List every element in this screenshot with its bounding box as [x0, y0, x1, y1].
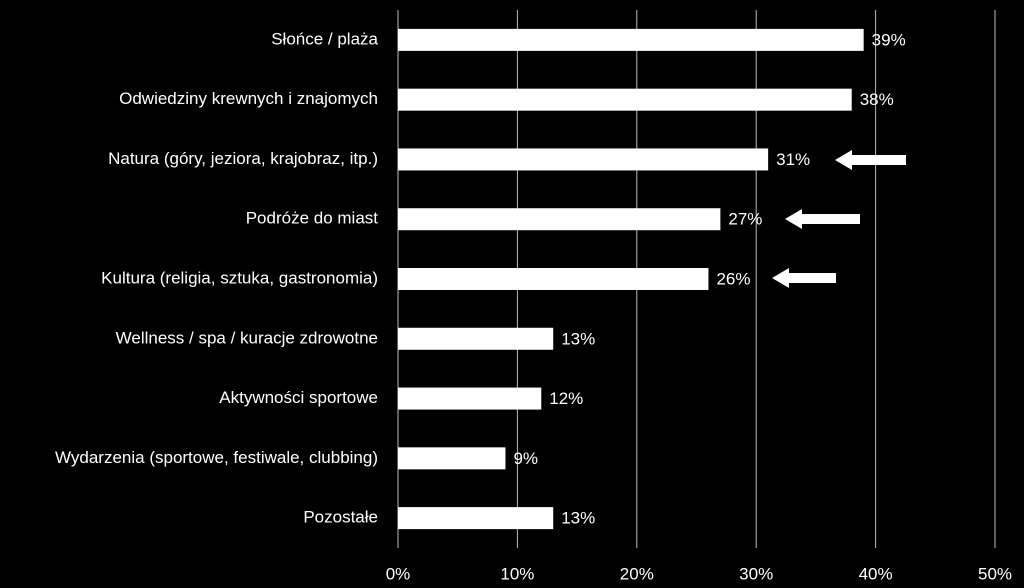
x-tick-label: 40%: [859, 564, 893, 583]
arrow: [835, 150, 906, 170]
y-tick-label: Słońce / plaża: [271, 29, 378, 48]
y-tick-label: Podróże do miast: [246, 209, 379, 228]
bar: [398, 28, 864, 51]
bar: [398, 447, 506, 470]
value-label: 26%: [716, 269, 750, 288]
value-label: 39%: [872, 30, 906, 49]
y-tick-label: Pozostałe: [303, 508, 378, 527]
x-tick-label: 0%: [386, 564, 411, 583]
x-tick-label: 10%: [500, 564, 534, 583]
value-label: 27%: [728, 210, 762, 229]
bar: [398, 327, 554, 350]
y-tick-label: Aktywności sportowe: [219, 388, 378, 407]
value-label: 13%: [561, 509, 595, 528]
value-label: 31%: [776, 150, 810, 169]
bar: [398, 268, 709, 290]
bar: [398, 88, 852, 111]
x-tick-label: 20%: [620, 564, 654, 583]
bar: [398, 148, 769, 171]
y-tick-label: Kultura (religia, sztuka, gastronomia): [101, 268, 378, 287]
x-tick-label: 50%: [978, 564, 1012, 583]
y-tick-label: Wellness / spa / kuracje zdrowotne: [116, 328, 378, 347]
value-label: 9%: [513, 449, 538, 468]
bar: [398, 208, 721, 231]
value-label: 12%: [549, 389, 583, 408]
y-tick-label: Natura (góry, jeziora, krajobraz, itp.): [108, 149, 378, 168]
value-label: 38%: [860, 90, 894, 109]
x-tick-label: 30%: [739, 564, 773, 583]
bar: [398, 507, 554, 530]
arrows: [772, 150, 906, 288]
bar: [398, 387, 542, 410]
y-tick-label: Wydarzenia (sportowe, festiwale, clubbin…: [55, 448, 378, 467]
value-label: 13%: [561, 329, 595, 348]
arrow: [785, 209, 860, 229]
y-tick-label: Odwiedziny krewnych i znajomych: [119, 89, 378, 108]
arrow: [772, 268, 836, 288]
